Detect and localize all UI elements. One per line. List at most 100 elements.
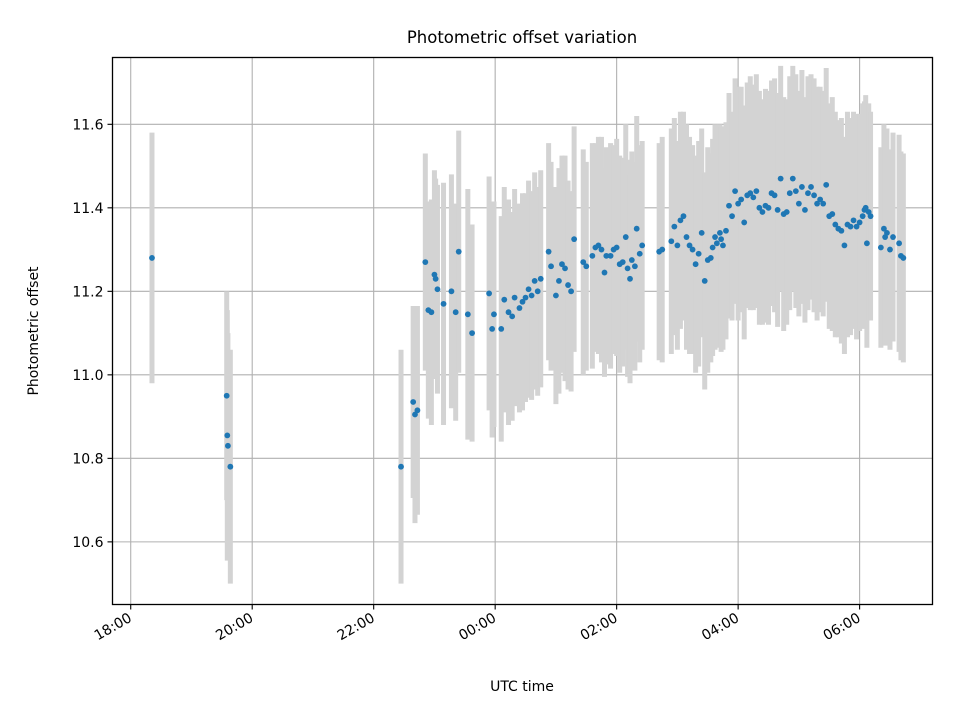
data-point: [628, 257, 635, 263]
data-point: [225, 442, 231, 449]
y-tick-label: 11.2: [72, 284, 103, 300]
data-point: [568, 288, 574, 295]
x-tick-label: 00:00: [456, 610, 499, 644]
data-point: [491, 311, 497, 318]
data-point: [537, 275, 544, 282]
data-point: [434, 286, 441, 293]
data-point: [771, 192, 778, 199]
data-point: [589, 252, 596, 259]
x-axis-label: UTC time: [490, 679, 554, 695]
data-point: [792, 188, 799, 195]
data-point: [528, 292, 535, 299]
data-point: [677, 217, 684, 224]
data-point: [867, 213, 874, 220]
x-axis: 18:00 20:00 22:00 00:00 02:00 04:00 06:00: [92, 604, 864, 644]
x-tick-label: 18:00: [92, 610, 135, 644]
data-point: [890, 234, 896, 240]
data-point: [820, 200, 827, 207]
data-point: [501, 296, 508, 303]
data-point: [601, 269, 608, 276]
data-point: [455, 248, 462, 255]
data-point: [847, 223, 854, 230]
data-point: [410, 399, 417, 405]
data-point: [853, 223, 860, 230]
data-point: [680, 213, 687, 220]
data-point: [432, 275, 439, 282]
data-point: [668, 238, 675, 245]
data-point: [829, 211, 836, 217]
data-point: [422, 259, 429, 266]
data-point: [811, 192, 817, 199]
data-point: [859, 213, 866, 220]
data-point: [598, 246, 605, 253]
data-point: [149, 255, 155, 261]
x-tick-label: 02:00: [578, 610, 621, 644]
x-tick-label: 20:00: [213, 610, 256, 644]
data-point: [440, 300, 447, 307]
data-point: [720, 242, 726, 249]
data-point: [805, 190, 811, 197]
data-point: [603, 252, 610, 259]
data-point: [659, 246, 666, 253]
data-point: [545, 248, 552, 255]
data-point: [633, 225, 640, 232]
data-point: [774, 207, 781, 213]
data-point: [799, 184, 805, 190]
data-point: [732, 188, 738, 195]
data-point: [534, 288, 541, 295]
data-point: [741, 219, 748, 226]
data-point: [864, 240, 870, 247]
data-point: [756, 204, 763, 211]
data-point: [841, 242, 848, 249]
x-tick-label: 04:00: [699, 610, 742, 644]
data-point: [777, 175, 784, 182]
y-axis: 10.6 10.8 11.0 11.2 11.4 11.6: [72, 117, 113, 551]
data-point: [671, 223, 678, 230]
data-point: [856, 219, 863, 226]
data-point: [595, 242, 602, 249]
data-point: [522, 294, 529, 301]
data-points: [149, 175, 907, 470]
data-point: [548, 263, 554, 270]
x-tick-label: 06:00: [821, 610, 864, 644]
data-point: [786, 190, 793, 197]
data-point: [808, 184, 814, 190]
data-point: [509, 313, 516, 320]
data-point: [531, 277, 538, 284]
data-point: [884, 229, 890, 236]
data-point: [227, 463, 234, 470]
data-point: [789, 175, 796, 182]
data-point: [795, 200, 802, 207]
plot-frame: [111, 56, 934, 606]
data-point: [639, 242, 646, 249]
data-point: [900, 255, 907, 261]
data-point: [718, 236, 725, 243]
data-point: [683, 234, 690, 240]
data-point: [695, 250, 702, 257]
data-point: [738, 196, 745, 203]
data-point: [486, 290, 492, 297]
data-point: [448, 288, 455, 295]
data-point: [636, 250, 643, 257]
data-point: [553, 292, 559, 299]
y-tick-label: 10.8: [72, 451, 103, 467]
data-point: [464, 311, 471, 318]
y-axis-label: Photometric offset: [26, 266, 42, 396]
data-point: [802, 207, 808, 213]
data-point: [753, 188, 760, 195]
data-point: [622, 234, 629, 240]
data-point: [712, 234, 718, 240]
data-point: [850, 217, 857, 224]
y-tick-label: 11.4: [72, 201, 103, 217]
data-point: [498, 326, 505, 332]
data-point: [783, 209, 790, 215]
data-point: [571, 236, 578, 243]
y-tick-label: 11.0: [72, 368, 103, 384]
data-point: [556, 277, 562, 284]
data-point: [887, 246, 893, 253]
data-point: [723, 227, 729, 234]
data-point: [709, 244, 716, 251]
data-point: [726, 202, 732, 209]
data-point: [735, 200, 742, 207]
